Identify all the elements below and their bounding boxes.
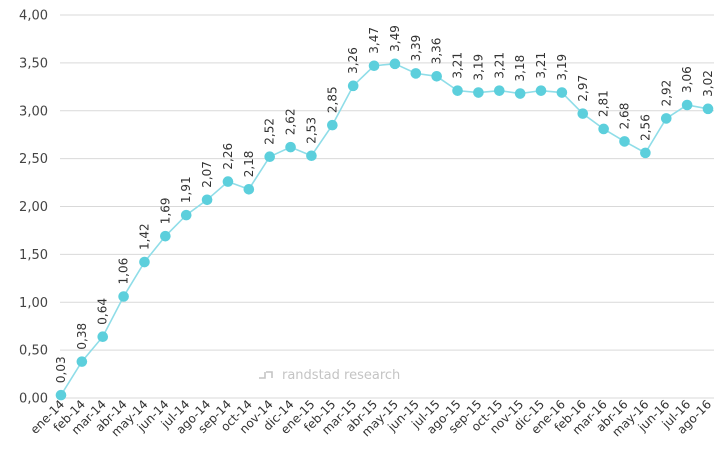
data-label: 3,18: [513, 55, 527, 82]
data-label: 3,06: [680, 66, 694, 93]
data-label: 3,19: [555, 54, 569, 81]
data-point: [577, 108, 589, 119]
data-label: 3,19: [471, 54, 485, 81]
data-point: [640, 147, 651, 159]
data-label: 2,07: [200, 161, 214, 188]
data-label: 0,38: [75, 323, 89, 350]
y-tick-label: 3,50: [19, 56, 48, 71]
data-point: [180, 209, 192, 221]
data-points: [55, 58, 714, 401]
data-point: [306, 150, 317, 162]
data-point: [493, 85, 505, 96]
data-point: [55, 389, 67, 401]
data-label: 3,47: [367, 27, 381, 54]
data-point: [681, 99, 693, 111]
data-point: [139, 256, 150, 268]
data-point: [389, 58, 401, 70]
data-label: 3,21: [451, 52, 465, 79]
data-point: [160, 230, 171, 242]
data-label: 0,64: [96, 298, 110, 325]
x-axis-ticks: ene-14feb-14mar-14abr-14may-14jun-14jul-…: [28, 397, 715, 439]
data-point: [243, 183, 255, 195]
data-label: 2,18: [242, 151, 256, 178]
data-point: [619, 136, 630, 147]
data-label: 3,36: [430, 38, 444, 65]
data-point: [473, 87, 484, 98]
y-tick-label: 4,00: [19, 9, 48, 24]
y-tick-label: 1,00: [19, 296, 48, 311]
data-point: [97, 331, 109, 343]
gridlines: [60, 14, 714, 399]
data-point: [556, 87, 568, 98]
data-label: 3,39: [409, 35, 423, 62]
data-point: [702, 103, 714, 115]
data-label: 2,92: [659, 80, 673, 107]
data-label: 3,49: [388, 25, 402, 52]
watermark-text: randstad research: [282, 368, 400, 383]
data-point: [535, 85, 547, 96]
y-tick-label: 1,50: [19, 248, 48, 263]
watermark: randstad research: [259, 368, 400, 383]
data-point: [452, 85, 463, 96]
y-tick-label: 0,00: [19, 392, 48, 407]
data-label: 1,06: [117, 258, 131, 285]
y-tick-label: 0,50: [19, 344, 48, 359]
data-point: [327, 119, 338, 131]
data-point: [347, 80, 359, 92]
data-label: 1,69: [158, 197, 172, 224]
data-point: [514, 88, 526, 99]
data-point: [76, 356, 88, 367]
y-tick-label: 2,50: [19, 152, 48, 167]
data-point: [431, 70, 442, 82]
data-point: [368, 60, 380, 72]
data-label: 3,21: [492, 52, 506, 79]
data-point: [222, 176, 234, 187]
data-label: 2,68: [618, 103, 632, 130]
data-point: [285, 141, 296, 153]
data-label: 3,02: [701, 70, 715, 97]
data-label: 1,91: [179, 176, 193, 203]
data-label: 3,26: [346, 47, 360, 74]
series-line: [60, 63, 709, 396]
data-label: 2,85: [325, 86, 339, 113]
y-tick-label: 2,00: [19, 200, 48, 215]
data-point: [660, 113, 672, 124]
data-label: 2,53: [304, 117, 318, 144]
data-labels: 0,03 0,38 0,64 1,06 1,42 1,69 1,91 2,07 2,26 2,18…: [54, 25, 715, 383]
data-label: 1,42: [137, 223, 151, 250]
data-label: 2,62: [284, 108, 298, 135]
data-label: 2,52: [263, 118, 277, 145]
data-point: [118, 291, 129, 302]
data-label: 3,21: [534, 52, 548, 79]
data-label: 2,56: [638, 114, 652, 141]
data-point: [598, 123, 609, 135]
data-label: 2,81: [597, 90, 611, 117]
y-tick-label: 3,00: [19, 104, 48, 119]
data-point: [201, 194, 213, 206]
data-label: 2,26: [221, 143, 235, 170]
randstad-logo-icon: [259, 371, 273, 379]
y-axis-ticks: 0,00 0,50 1,00 1,50 2,00 2,50 3,00 3,50 4,00: [19, 9, 48, 407]
data-label: 2,97: [576, 75, 590, 102]
data-label: 0,03: [54, 356, 68, 383]
data-point: [410, 68, 422, 79]
data-point: [264, 151, 276, 163]
